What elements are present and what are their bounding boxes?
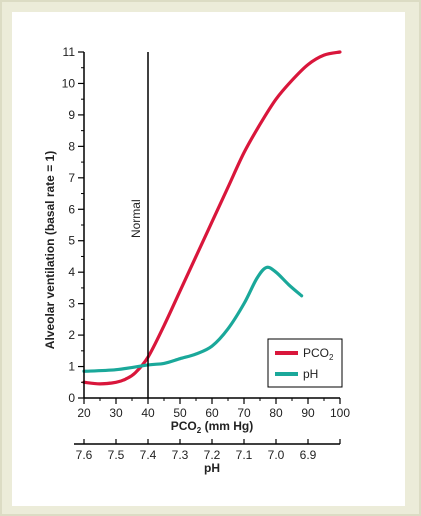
x-tick-label: 60	[205, 406, 219, 420]
x-tick-label: 80	[269, 406, 283, 420]
x-tick-label: 30	[109, 406, 123, 420]
normal-label: Normal	[129, 199, 143, 238]
y-tick-label: 9	[68, 108, 75, 122]
ph-tick-label: 7.1	[236, 448, 253, 462]
x-tick-label: 70	[237, 406, 251, 420]
legend-box	[267, 338, 343, 388]
ventilation-chart: 0 1 2 3 4 5 6 7 8 9 10 11 20 30 40 50 60 70 80 90 100 PCO2 (m…	[43, 45, 350, 475]
x-tick-label: 50	[173, 406, 187, 420]
ph-tick-label: 7.5	[108, 448, 125, 462]
ph-axis-title: pH	[204, 461, 220, 475]
ph-tick-label: 7.3	[172, 448, 189, 462]
y-tick-label: 10	[62, 76, 76, 90]
legend-label: pH	[303, 367, 318, 381]
x-axis-title: PCO2 (mm Hg)	[171, 419, 253, 435]
plot-card: 0 1 2 3 4 5 6 7 8 9 10 11 20 30 40 50 60 70 80 90 100 PCO2 (m…	[12, 12, 405, 506]
pco2-series-line	[82, 50, 342, 386]
y-tick-label: 3	[68, 297, 75, 311]
ph-tick-label: 7.6	[76, 448, 93, 462]
ph-tick-label: 7.4	[140, 448, 157, 462]
ph-series-line	[82, 265, 304, 373]
ph-tick-label: 7.0	[268, 448, 285, 462]
y-tick-label: 6	[68, 202, 75, 216]
x-tick-label: 100	[330, 406, 350, 420]
y-tick-label: 2	[68, 328, 75, 342]
x-tick-label: 20	[77, 406, 91, 420]
y-tick-label: 11	[63, 45, 76, 59]
y-tick-label: 4	[68, 265, 75, 279]
y-tick-label: 0	[68, 391, 75, 405]
y-tick-label: 5	[68, 234, 75, 248]
y-tick-label: 1	[68, 360, 75, 374]
ph-tick-label: 6.9	[300, 448, 317, 462]
x-tick-label: 40	[141, 406, 155, 420]
ph-tick-label: 7.2	[204, 448, 221, 462]
legend-label: PCO2	[303, 346, 334, 362]
y-tick-label: 7	[68, 171, 75, 185]
y-tick-label: 8	[68, 139, 75, 153]
y-axis-title: Alveolar ventilation (basal rate = 1)	[43, 151, 57, 349]
x-tick-label: 90	[301, 406, 315, 420]
